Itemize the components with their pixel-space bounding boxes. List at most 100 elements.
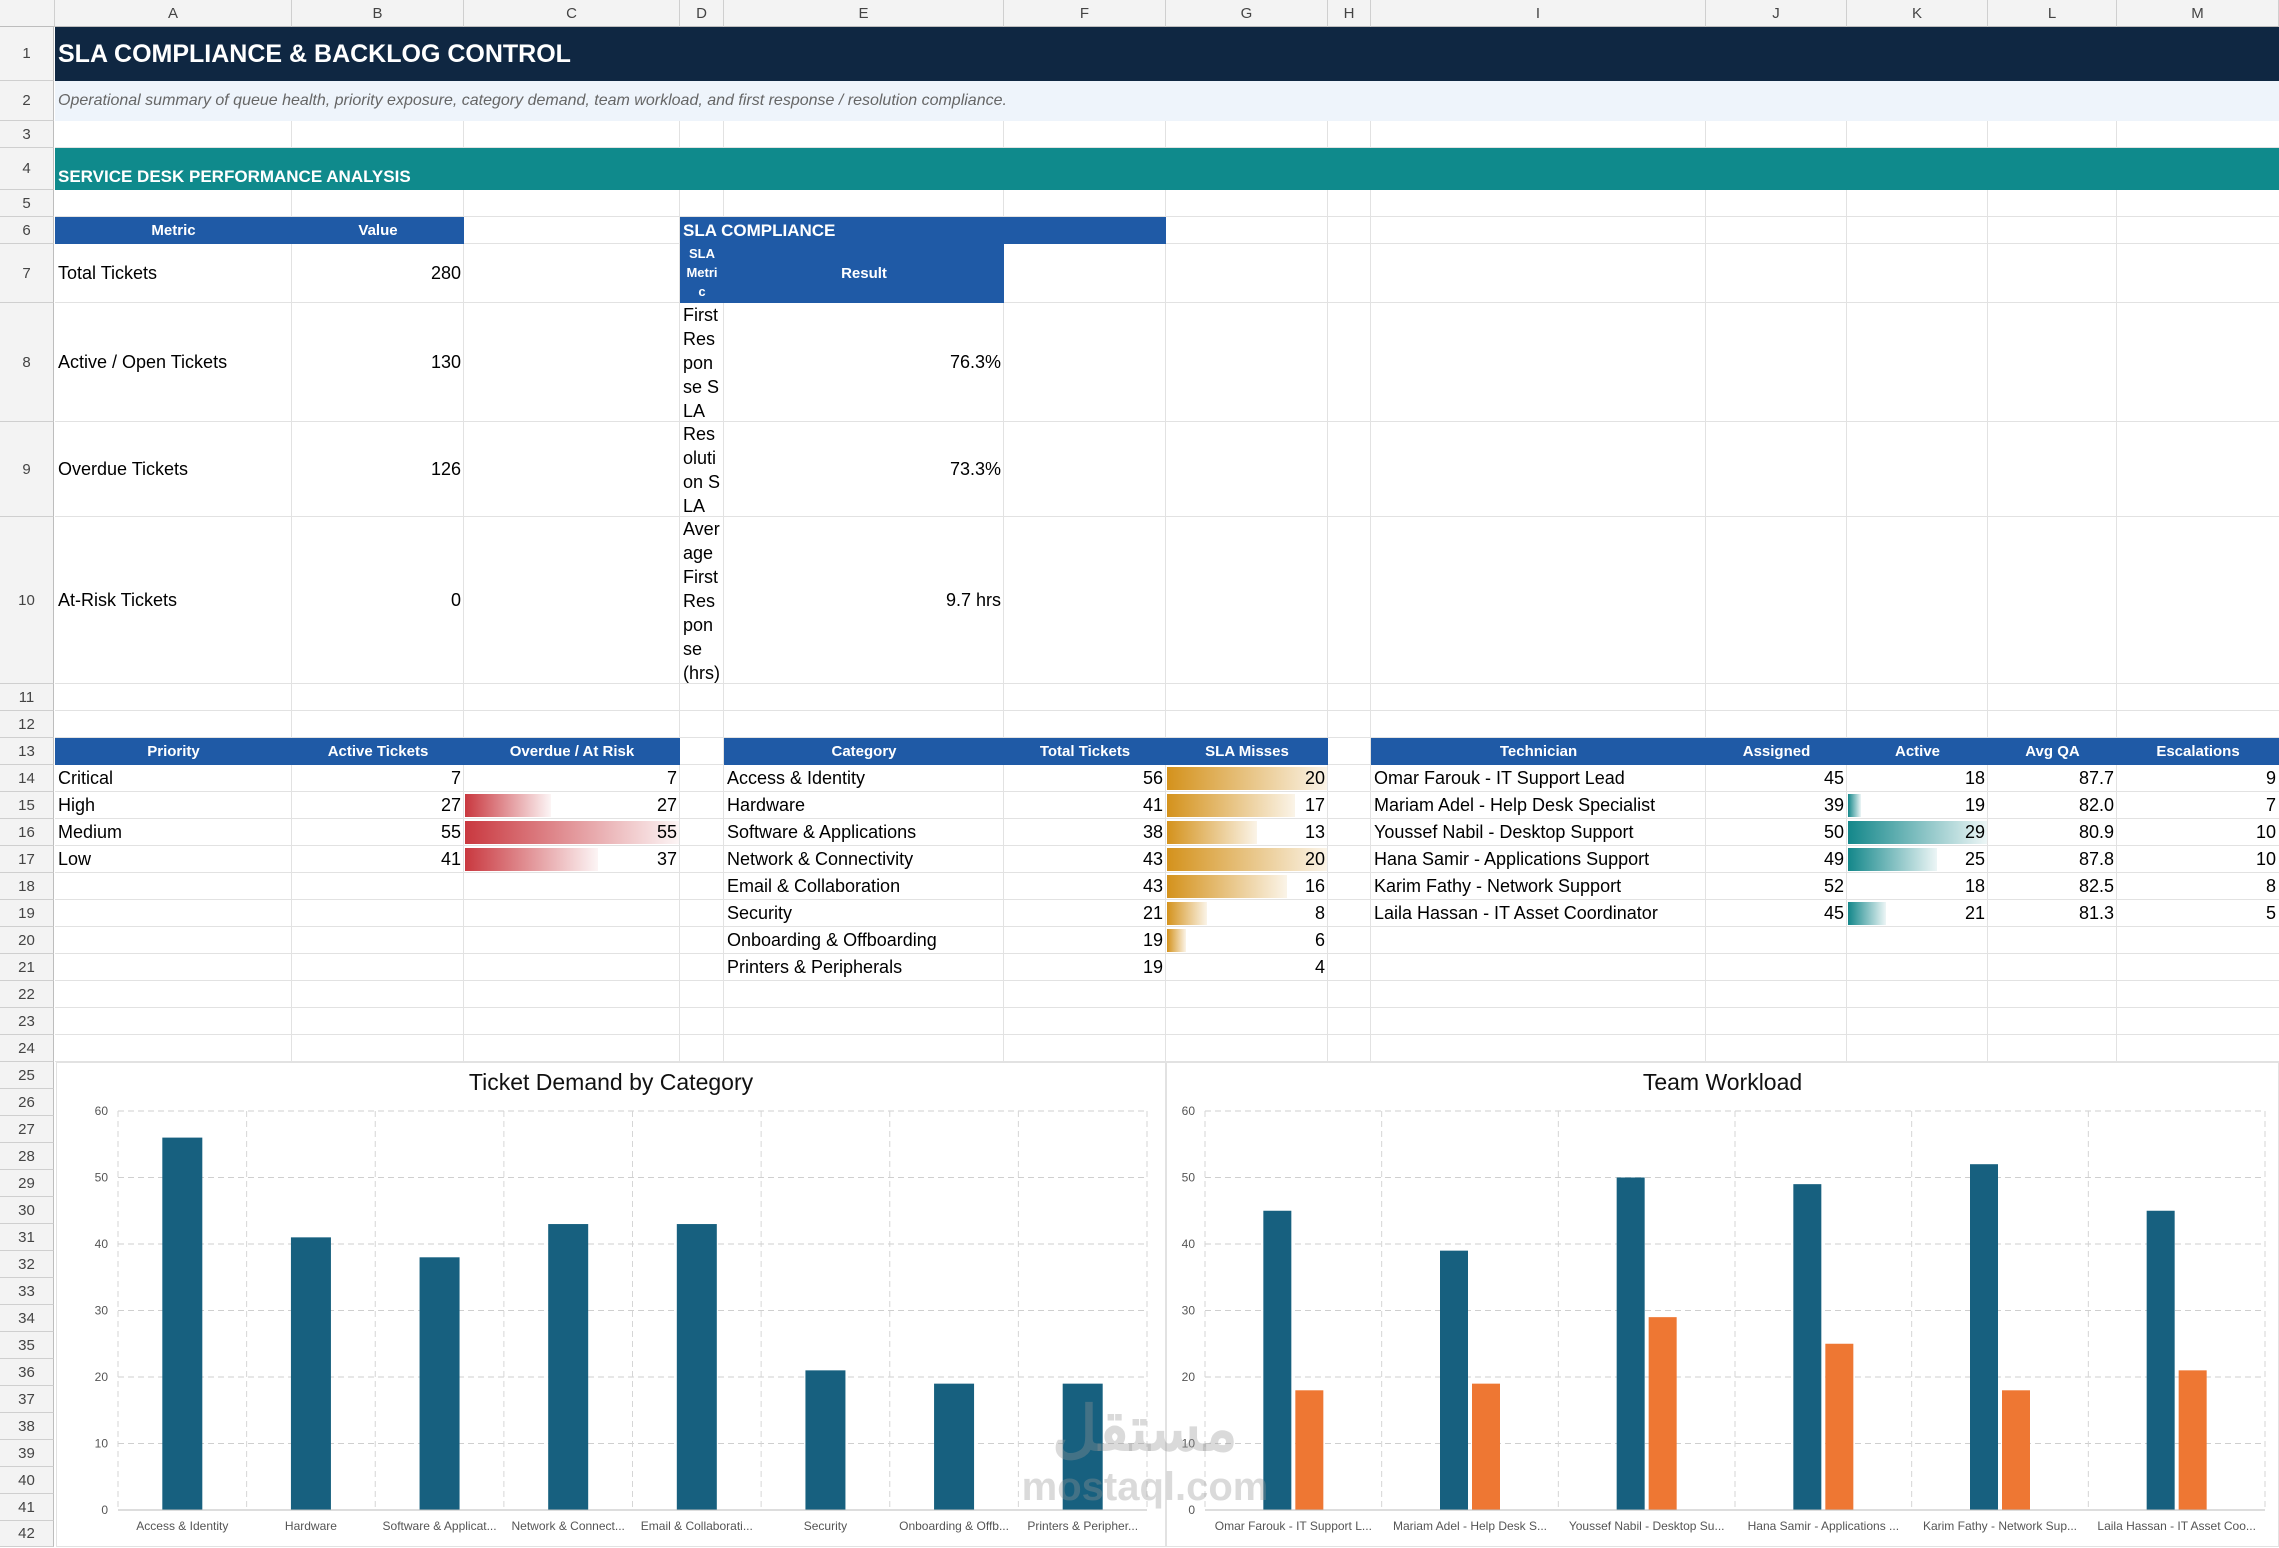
technician-qa[interactable]: 87.8 [2078, 849, 2114, 869]
technician-qa[interactable]: 82.0 [2078, 795, 2114, 815]
row-header[interactable]: 23 [0, 1008, 54, 1035]
priority-overdue[interactable]: 7 [666, 768, 677, 788]
technician-qa[interactable]: 87.7 [2078, 768, 2114, 788]
technician-header-assigned[interactable]: Assigned [1706, 738, 1847, 765]
kpi-value[interactable]: 126 [430, 459, 461, 479]
priority-name[interactable]: Low [58, 849, 92, 869]
category-name[interactable]: Network & Connectivity [727, 849, 914, 869]
priority-name[interactable]: Medium [58, 822, 123, 842]
technician-active[interactable]: 21 [1964, 903, 1985, 923]
category-total[interactable]: 43 [1142, 876, 1163, 896]
technician-assigned[interactable]: 45 [1823, 903, 1844, 923]
column-header-b[interactable]: B [292, 0, 464, 27]
row-header[interactable]: 32 [0, 1251, 54, 1278]
priority-header-name[interactable]: Priority [55, 738, 292, 765]
column-header-h[interactable]: H [1328, 0, 1371, 27]
category-header-name[interactable]: Category [724, 738, 1004, 765]
priority-active[interactable]: 27 [440, 795, 461, 815]
kpi-metric[interactable]: Overdue Tickets [58, 459, 189, 479]
row-header[interactable]: 3 [0, 121, 54, 148]
row-header[interactable]: 12 [0, 711, 54, 738]
row-header[interactable]: 19 [0, 900, 54, 927]
row-header[interactable]: 35 [0, 1332, 54, 1359]
workload-chart[interactable]: Team Workload 0 10 20 30 40 50 60 Omar Farouk -… [1166, 1062, 2279, 1547]
technician-assigned[interactable]: 49 [1823, 849, 1844, 869]
column-header-k[interactable]: K [1847, 0, 1988, 27]
row-header[interactable]: 42 [0, 1521, 54, 1547]
row-header[interactable]: 26 [0, 1089, 54, 1116]
sla-title[interactable]: SLA COMPLIANCE [680, 217, 1166, 244]
sla-header-result[interactable]: Result [724, 244, 1004, 303]
category-name[interactable]: Security [727, 903, 793, 923]
technician-assigned[interactable]: 45 [1823, 768, 1844, 788]
category-name[interactable]: Software & Applications [727, 822, 917, 842]
row-header[interactable]: 31 [0, 1224, 54, 1251]
row-header[interactable]: 27 [0, 1116, 54, 1143]
category-total[interactable]: 21 [1142, 903, 1163, 923]
column-header-j[interactable]: J [1706, 0, 1847, 27]
column-header-i[interactable]: I [1371, 0, 1706, 27]
technician-escalations[interactable]: 8 [2265, 876, 2276, 896]
row-header[interactable]: 33 [0, 1278, 54, 1305]
category-name[interactable]: Hardware [727, 795, 806, 815]
kpi-metric[interactable]: At-Risk Tickets [58, 590, 178, 610]
technician-escalations[interactable]: 10 [2255, 822, 2276, 842]
sla-metric[interactable]: First Response SLA [683, 305, 720, 421]
row-header[interactable]: 16 [0, 819, 54, 846]
category-total[interactable]: 56 [1142, 768, 1163, 788]
technician-escalations[interactable]: 9 [2265, 768, 2276, 788]
row-header[interactable]: 17 [0, 846, 54, 873]
category-misses[interactable]: 13 [1304, 822, 1325, 842]
technician-active[interactable]: 19 [1964, 795, 1985, 815]
technician-assigned[interactable]: 50 [1823, 822, 1844, 842]
row-header[interactable]: 37 [0, 1386, 54, 1413]
sla-metric[interactable]: Average First Response (hrs) [683, 519, 720, 683]
category-total[interactable]: 41 [1142, 795, 1163, 815]
row-header[interactable]: 29 [0, 1170, 54, 1197]
sheet-title[interactable]: SLA COMPLIANCE & BACKLOG CONTROL [55, 27, 2279, 81]
row-header[interactable]: 11 [0, 684, 54, 711]
row-header[interactable]: 8 [0, 303, 54, 422]
sla-metric[interactable]: Resolution SLA [683, 424, 721, 516]
category-total[interactable]: 38 [1142, 822, 1163, 842]
technician-escalations[interactable]: 5 [2265, 903, 2276, 923]
row-header[interactable]: 15 [0, 792, 54, 819]
row-header[interactable]: 4 [0, 148, 54, 190]
row-header[interactable]: 6 [0, 217, 54, 244]
technician-qa[interactable]: 80.9 [2078, 822, 2114, 842]
row-header[interactable]: 14 [0, 765, 54, 792]
priority-overdue[interactable]: 55 [656, 822, 677, 842]
category-misses[interactable]: 8 [1314, 903, 1325, 923]
row-header[interactable]: 20 [0, 927, 54, 954]
category-name[interactable]: Printers & Peripherals [727, 957, 903, 977]
kpi-value[interactable]: 280 [430, 263, 461, 283]
priority-overdue[interactable]: 27 [656, 795, 677, 815]
row-header[interactable]: 40 [0, 1467, 54, 1494]
priority-header-overdue[interactable]: Overdue / At Risk [464, 738, 680, 765]
row-header[interactable]: 41 [0, 1494, 54, 1521]
category-total[interactable]: 19 [1142, 957, 1163, 977]
row-header[interactable]: 1 [0, 27, 54, 81]
category-misses[interactable]: 4 [1314, 957, 1325, 977]
row-header[interactable]: 2 [0, 81, 54, 121]
category-misses[interactable]: 20 [1304, 768, 1325, 788]
priority-active[interactable]: 7 [450, 768, 461, 788]
kpi-header-metric[interactable]: Metric [55, 217, 292, 244]
category-total[interactable]: 19 [1142, 930, 1163, 950]
category-name[interactable]: Access & Identity [727, 768, 866, 788]
technician-assigned[interactable]: 52 [1823, 876, 1844, 896]
sla-result[interactable]: 76.3% [949, 352, 1001, 372]
column-header-a[interactable]: A [55, 0, 292, 27]
technician-name[interactable]: Mariam Adel - Help Desk Specialist [1374, 795, 1656, 815]
technician-name[interactable]: Omar Farouk - IT Support Lead [1374, 768, 1625, 788]
kpi-metric[interactable]: Active / Open Tickets [58, 352, 228, 372]
category-total[interactable]: 43 [1142, 849, 1163, 869]
kpi-metric[interactable]: Total Tickets [58, 263, 158, 283]
kpi-header-value[interactable]: Value [292, 217, 464, 244]
technician-active[interactable]: 29 [1964, 822, 1985, 842]
category-misses[interactable]: 6 [1314, 930, 1325, 950]
kpi-value[interactable]: 0 [450, 590, 461, 610]
technician-active[interactable]: 18 [1964, 768, 1985, 788]
row-header[interactable]: 5 [0, 190, 54, 217]
row-header[interactable]: 39 [0, 1440, 54, 1467]
